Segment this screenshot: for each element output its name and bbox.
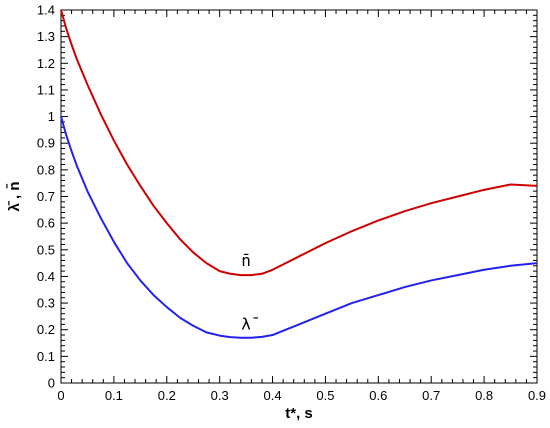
y-tick-label: 0.3 bbox=[37, 296, 55, 311]
y-tick-label: 1.3 bbox=[37, 29, 55, 44]
y-tick-label: 1.2 bbox=[37, 56, 55, 71]
y-tick-label: 1 bbox=[48, 109, 55, 124]
series-label: n̄ bbox=[241, 251, 251, 270]
y-axis-title: λ̄ , n̄ bbox=[5, 181, 23, 211]
plot-frame bbox=[60, 9, 538, 384]
x-axis-ticks: 0 0.1 0.2 0.3 0.4 0.5 0.6 0.7 0.8 0.9 bbox=[57, 10, 546, 403]
x-tick-label: 0.2 bbox=[158, 388, 176, 403]
series-labels: n̄ λ̄ bbox=[241, 251, 259, 334]
x-tick-label: 0.1 bbox=[105, 388, 123, 403]
y-tick-label: 0.9 bbox=[37, 136, 55, 151]
x-tick-label: 0.4 bbox=[264, 388, 282, 403]
x-axis-title: t*, s bbox=[285, 405, 313, 422]
y-tick-label: 0.2 bbox=[37, 322, 55, 337]
y-axis-ticks: 0 0.1 0.2 0.3 0.4 0.5 0.6 0.7 0.8 0.9 1 1.1 1.2 1.3 1.… bbox=[37, 3, 537, 391]
series-label: λ̄ bbox=[241, 315, 259, 334]
series-lines bbox=[60, 9, 538, 339]
x-tick-label: 0.3 bbox=[211, 388, 229, 403]
y-tick-label: 0.6 bbox=[37, 216, 55, 231]
y-tick-label: 0.4 bbox=[37, 269, 55, 284]
y-tick-label: 0 bbox=[48, 376, 55, 391]
x-tick-label: 0.7 bbox=[422, 388, 440, 403]
y-tick-label: 1.1 bbox=[37, 82, 55, 97]
y-tick-label: 0.7 bbox=[37, 189, 55, 204]
y-tick-label: 0.5 bbox=[37, 242, 55, 257]
plot-border bbox=[60, 9, 538, 384]
x-tick-label: 0.8 bbox=[475, 388, 493, 403]
series-line bbox=[60, 116, 538, 339]
x-tick-label: 0.9 bbox=[528, 388, 546, 403]
y-tick-label: 0.8 bbox=[37, 162, 55, 177]
series-line bbox=[60, 9, 538, 277]
x-tick-label: 0 bbox=[57, 388, 64, 403]
y-tick-label: 1.4 bbox=[37, 3, 55, 18]
x-tick-label: 0.5 bbox=[316, 388, 334, 403]
y-tick-label: 0.1 bbox=[37, 349, 55, 364]
x-tick-label: 0.6 bbox=[369, 388, 387, 403]
